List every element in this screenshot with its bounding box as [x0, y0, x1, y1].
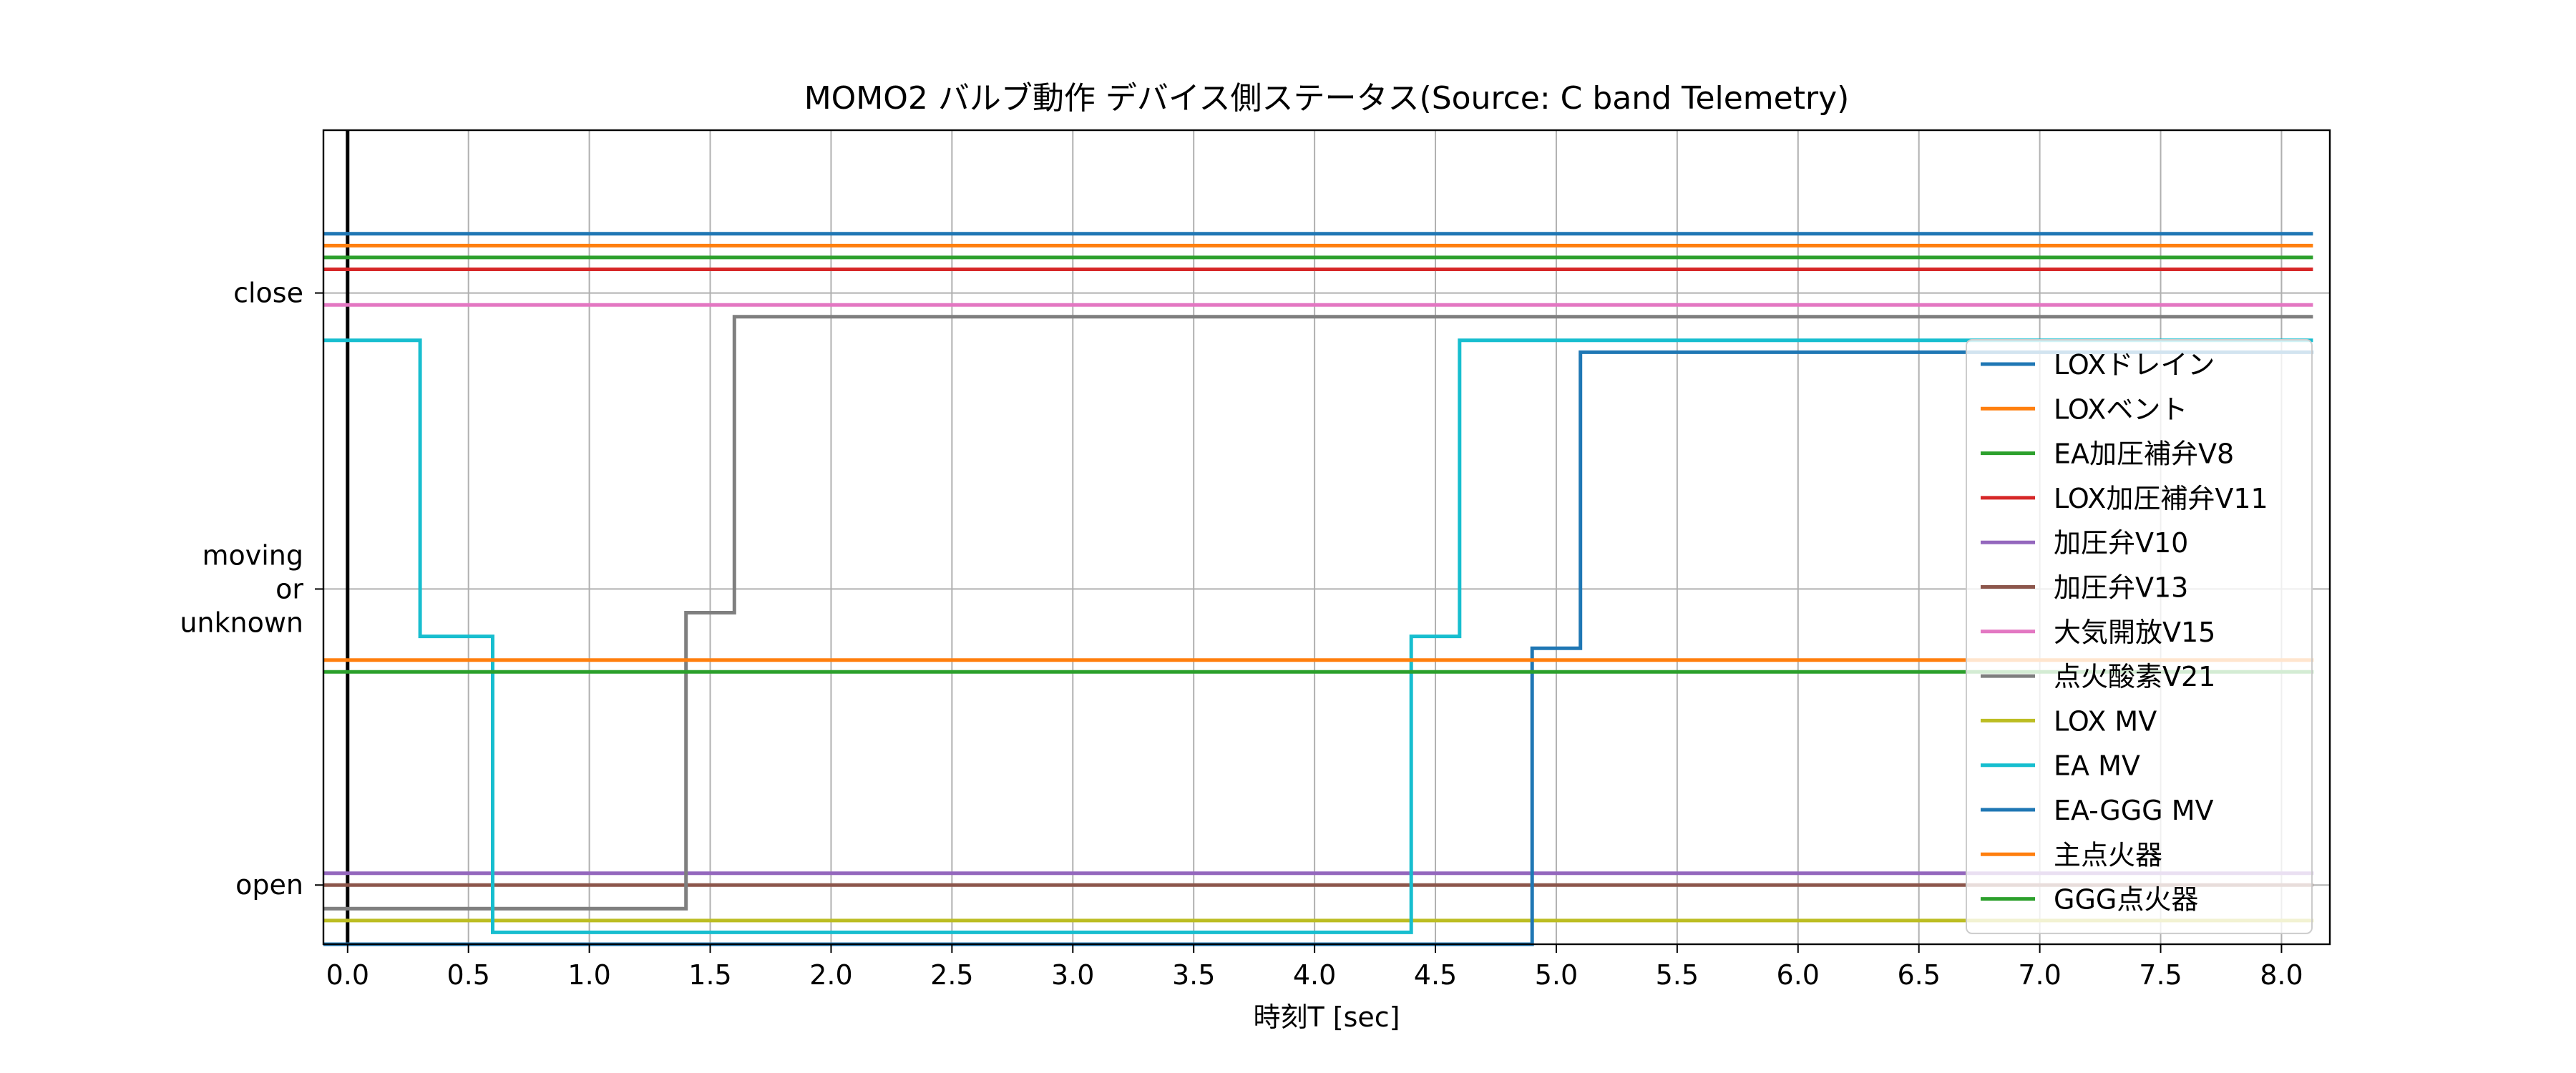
legend-label: 点火酸素V21: [2054, 661, 2215, 692]
chart-title: MOMO2 バルブ動作 デバイス側ステータス(Source: C band Te…: [804, 80, 1850, 117]
x-axis-label: 時刻T [sec]: [1253, 1001, 1400, 1033]
x-tick-label: 6.5: [1897, 959, 1940, 991]
x-tick-label: 3.0: [1051, 959, 1094, 991]
x-tick-label: 4.0: [1293, 959, 1336, 991]
x-tick-label: 0.5: [447, 959, 489, 991]
legend-label: LOX加圧補弁V11: [2054, 483, 2268, 514]
y-tick-label: open: [235, 869, 303, 901]
legend-label: EA加圧補弁V8: [2054, 438, 2234, 470]
legend-label: EA MV: [2054, 750, 2140, 782]
y-tick-label: close: [233, 278, 303, 309]
legend-label: LOX MV: [2054, 705, 2157, 737]
series-line-10: [323, 338, 2313, 934]
series-line-8: [323, 315, 2313, 911]
y-tick-label: or: [275, 573, 303, 604]
x-tick-label: 3.5: [1172, 959, 1215, 991]
y-tick-label: moving: [202, 539, 303, 571]
legend-label: LOXドレイン: [2054, 349, 2215, 381]
x-tick-label: 7.0: [2018, 959, 2061, 991]
x-tick-label: 2.5: [930, 959, 973, 991]
x-tick-label: 4.5: [1414, 959, 1457, 991]
y-tick-label: unknown: [180, 607, 303, 638]
x-tick-label: 5.0: [1535, 959, 1578, 991]
legend-box: [1966, 339, 2313, 934]
legend-label: GGG点火器: [2054, 884, 2198, 916]
legend-label: EA-GGG MV: [2054, 795, 2213, 826]
x-tick-label: 0.0: [326, 959, 369, 991]
legend-label: 大気開放V15: [2054, 617, 2215, 648]
x-tick-label: 2.0: [809, 959, 852, 991]
x-tick-label: 8.0: [2260, 959, 2303, 991]
legend-label: 加圧弁V13: [2054, 572, 2188, 604]
plot-frame: [322, 129, 2331, 946]
axis-ticks: 0.0 0.5 1.0 1.5 2.0 2.5 3.0 3.5 4.0 4.5 5.0 5.5 6.0 6…: [180, 278, 2303, 991]
legend-label: LOXベント: [2054, 393, 2187, 425]
legend-label: 主点火器: [2054, 839, 2162, 871]
legend-label: 加圧弁V10: [2054, 527, 2188, 559]
x-tick-label: 1.0: [567, 959, 610, 991]
x-tick-label: 7.5: [2139, 959, 2182, 991]
x-tick-label: 6.0: [1777, 959, 1820, 991]
x-tick-label: 5.5: [1656, 959, 1699, 991]
x-tick-label: 1.5: [688, 959, 731, 991]
legend: LOXドレイン LOXベント EA加圧補弁V8 LOX加圧補弁V11 加圧弁V10 加圧弁…: [1966, 339, 2313, 934]
